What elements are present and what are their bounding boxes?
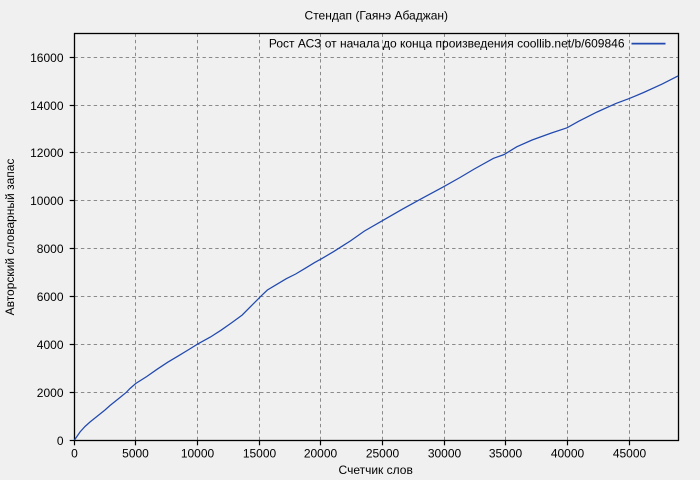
svg-text:40000: 40000 bbox=[551, 447, 585, 461]
svg-text:Стендап (Гаянэ Абаджан): Стендап (Гаянэ Абаджан) bbox=[305, 9, 449, 23]
svg-text:4000: 4000 bbox=[37, 338, 64, 352]
svg-text:14000: 14000 bbox=[30, 99, 64, 113]
svg-text:16000: 16000 bbox=[30, 51, 64, 65]
svg-text:Счетчик слов: Счетчик слов bbox=[339, 463, 413, 477]
svg-text:6000: 6000 bbox=[37, 290, 64, 304]
svg-text:5000: 5000 bbox=[122, 447, 149, 461]
svg-text:25000: 25000 bbox=[366, 447, 400, 461]
svg-text:10000: 10000 bbox=[30, 194, 64, 208]
svg-text:30000: 30000 bbox=[428, 447, 462, 461]
svg-text:45000: 45000 bbox=[613, 447, 647, 461]
svg-text:Рост АСЗ от начала до конца пр: Рост АСЗ от начала до конца произведения… bbox=[269, 37, 625, 51]
svg-text:Авторский словарный запас: Авторский словарный запас bbox=[3, 159, 17, 316]
svg-text:8000: 8000 bbox=[37, 242, 64, 256]
svg-text:35000: 35000 bbox=[489, 447, 523, 461]
svg-text:0: 0 bbox=[57, 434, 64, 448]
svg-text:10000: 10000 bbox=[181, 447, 215, 461]
svg-text:12000: 12000 bbox=[30, 146, 64, 160]
svg-text:20000: 20000 bbox=[304, 447, 338, 461]
svg-text:15000: 15000 bbox=[243, 447, 277, 461]
svg-text:2000: 2000 bbox=[37, 386, 64, 400]
svg-text:0: 0 bbox=[71, 447, 78, 461]
